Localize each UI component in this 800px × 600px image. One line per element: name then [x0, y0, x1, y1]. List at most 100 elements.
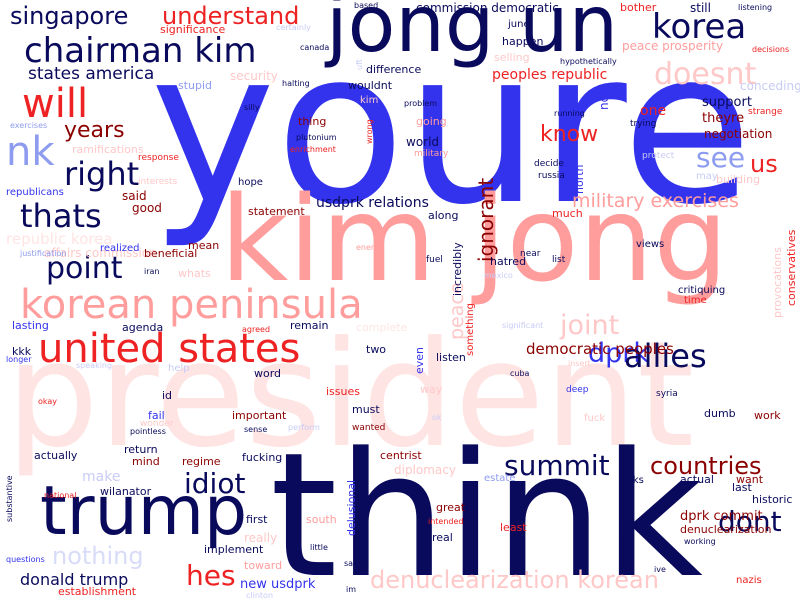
- word-toward: toward: [244, 559, 283, 572]
- word-last: last: [732, 481, 752, 494]
- word-nazis: nazis: [736, 575, 762, 586]
- word-years: years: [64, 118, 125, 143]
- word-strange: strange: [748, 107, 783, 117]
- word-singapore: singapore: [10, 2, 129, 30]
- word-agenda: agenda: [122, 321, 164, 334]
- word-thing: thing: [298, 115, 327, 128]
- word-us: us: [750, 150, 778, 178]
- word-understand: understand: [162, 2, 300, 30]
- word-wilanator: wilanator: [100, 485, 152, 498]
- word-syria: syria: [656, 389, 678, 399]
- word-protect: protect: [642, 151, 675, 161]
- word-pointless: pointless: [130, 427, 166, 436]
- word-youre: youre: [150, 4, 753, 251]
- word-republic-korea: republic korea: [6, 230, 113, 248]
- word-countries: countries: [650, 452, 762, 480]
- word-hes: hes: [186, 559, 236, 592]
- word-donald-trump: donald trump: [20, 570, 129, 589]
- word-may: may: [696, 171, 718, 182]
- word-stupid: stupid: [178, 79, 213, 92]
- word-jong-un: jong un: [326, 0, 619, 70]
- word-least: least: [500, 521, 527, 534]
- word-nk: nk: [6, 129, 55, 175]
- word-little: little: [310, 543, 328, 552]
- word-something: something: [465, 303, 476, 356]
- word-hope: hope: [238, 177, 263, 188]
- word-help: help: [168, 363, 190, 374]
- word-difference: difference: [366, 63, 422, 76]
- word-enemy: enemy: [356, 243, 384, 252]
- word-conservatives: conservatives: [785, 229, 798, 306]
- word-russia: russia: [538, 171, 565, 181]
- word-president: president: [6, 310, 695, 480]
- word-conceding: conceding: [740, 79, 800, 93]
- word-joint: joint: [560, 310, 620, 341]
- word-hatred: hatred: [490, 255, 527, 268]
- word-whats: whats: [178, 267, 211, 280]
- word-states-america: states america: [28, 64, 155, 84]
- word-affairs-commission: affairs commission: [44, 246, 157, 260]
- word-denuclearization-korean: denuclearization korean: [370, 566, 659, 594]
- word-agreed: agreed: [242, 325, 271, 334]
- word-along: along: [428, 209, 459, 222]
- word-actually: actually: [34, 449, 78, 462]
- word-dumb: dumb: [704, 407, 736, 420]
- word-exercises: exercises: [10, 121, 48, 130]
- word-want: want: [736, 473, 764, 486]
- word-trying: trying: [630, 119, 657, 129]
- word-first: first: [246, 513, 268, 526]
- word-silly: silly: [244, 103, 260, 112]
- word-june: june: [508, 19, 530, 30]
- word-republicans: republicans: [6, 187, 64, 198]
- word-world: world: [406, 135, 440, 149]
- word-usdprk-relations: usdprk relations: [316, 195, 429, 211]
- word-summit: summit: [504, 449, 610, 482]
- word-canada: canada: [300, 43, 330, 52]
- word-significant: significant: [502, 321, 544, 330]
- word-much: much: [552, 207, 583, 220]
- word-korea: korea: [652, 7, 747, 47]
- word-substantive: substantive: [5, 475, 14, 522]
- word-time: time: [684, 295, 707, 306]
- word-building: building: [716, 173, 761, 186]
- word-working: working: [684, 537, 716, 546]
- word-wonder: wonder: [140, 419, 174, 429]
- word-decisions: decisions: [752, 45, 790, 54]
- word-delusional: delusional: [345, 479, 358, 536]
- word-important: important: [232, 409, 287, 422]
- word-critiquing: critiquing: [678, 285, 726, 296]
- word-based: based: [354, 1, 379, 10]
- word-iran: iran: [144, 267, 160, 276]
- word-chairman-kim: chairman kim: [24, 31, 257, 71]
- word-response: response: [138, 153, 179, 163]
- word-dont: dont: [718, 505, 782, 538]
- word-thats: thats: [20, 197, 102, 235]
- word-fuel: fuel: [426, 255, 443, 265]
- word-word: word: [254, 367, 282, 380]
- word-denuclearization: denuclearization: [680, 523, 772, 536]
- word-realized: realized: [100, 243, 140, 254]
- word-korean-peninsula: korean peninsula: [20, 282, 363, 328]
- word-ok: ok: [432, 413, 442, 422]
- word-really: really: [244, 531, 278, 545]
- word-plutonium: plutonium: [296, 133, 337, 142]
- word-certainly: certainly: [276, 23, 311, 32]
- word-fuck: fuck: [584, 413, 606, 424]
- word-fucking: fucking: [242, 451, 283, 464]
- word-work: work: [754, 409, 781, 422]
- word-uft: uft: [355, 59, 364, 70]
- word-diplomacy: diplomacy: [394, 463, 456, 477]
- word-sense: sense: [244, 425, 268, 434]
- word-ignorant: ignorant: [474, 177, 498, 262]
- word-negotiation: negotiation: [704, 127, 773, 141]
- word-talks: talks: [620, 475, 644, 486]
- word-military: military: [414, 149, 449, 159]
- word-implement: implement: [204, 543, 264, 556]
- word-dprk-commit: dprk commit: [680, 509, 763, 524]
- word-mexico: mexico: [484, 271, 513, 280]
- word-establishment: establishment: [58, 585, 137, 598]
- word-ramifications: ramifications: [72, 143, 144, 156]
- word-national: national: [44, 491, 77, 500]
- word-support: support: [702, 95, 752, 110]
